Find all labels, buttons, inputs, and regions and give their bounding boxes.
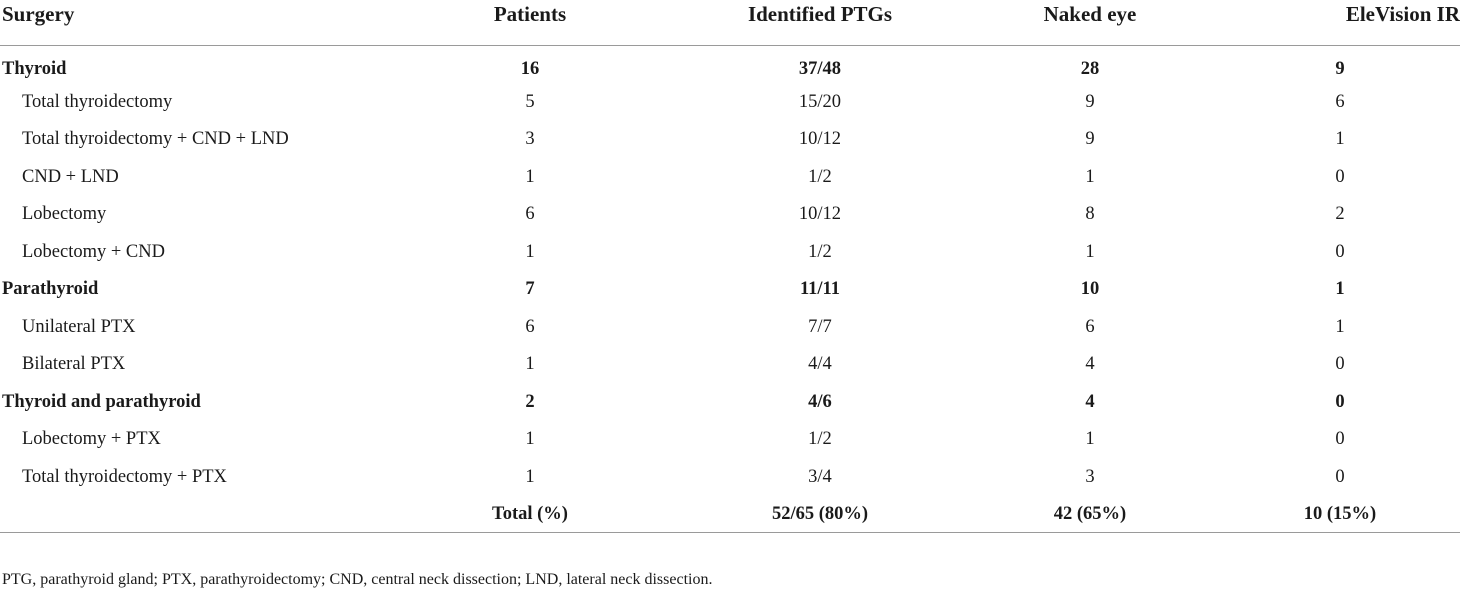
header-identified-ptgs: Identified PTGs <box>680 0 960 46</box>
cell-patients: 3 <box>525 129 535 150</box>
header-elevision-ir: EleVision IR <box>1220 0 1460 46</box>
cell-naked-eye: 42 (65%) <box>960 496 1220 533</box>
table-row-total: Total (%) 52/65 (80%) 42 (65%) 10 (15%) <box>0 496 1460 533</box>
cell-patients: 1 <box>525 354 535 375</box>
table-row: Lobectomy 6 10/12 8 2 <box>0 196 1460 234</box>
cell-patients: 5 <box>525 91 535 112</box>
cell-identified: 1/2 <box>808 241 832 262</box>
cell-patients: 2 <box>525 391 535 412</box>
cell-elevision: 1 <box>1335 279 1345 300</box>
cell-identified: 1/2 <box>808 166 832 187</box>
cell-naked-eye: 3 <box>1085 466 1095 487</box>
cell-identified: 1/2 <box>808 429 832 450</box>
cell-naked-eye: 1 <box>1085 429 1095 450</box>
table-footnote: PTG, parathyroid gland; PTX, parathyroid… <box>2 571 713 588</box>
row-label: Lobectomy + PTX <box>22 429 161 450</box>
cell-naked-eye: 10 <box>1080 279 1100 300</box>
table-row: Lobectomy + CND 1 1/2 1 0 <box>0 234 1460 272</box>
table-row: Total thyroidectomy + PTX 1 3/4 3 0 <box>0 459 1460 497</box>
table-row: CND + LND 1 1/2 1 0 <box>0 159 1460 197</box>
cell-patients: 7 <box>525 279 535 300</box>
row-label: CND + LND <box>22 166 119 187</box>
cell-naked-eye: 9 <box>1085 91 1095 112</box>
cell-elevision: 0 <box>1335 466 1345 487</box>
table-row: Lobectomy + PTX 1 1/2 1 0 <box>0 421 1460 459</box>
table-row-thyroid-and-parathyroid: Thyroid and parathyroid 2 4/6 4 0 <box>0 384 1460 422</box>
row-label: Total thyroidectomy <box>22 91 173 112</box>
row-label: Lobectomy + CND <box>22 241 165 262</box>
cell-identified: 4/4 <box>808 354 832 375</box>
cell-naked-eye: 28 <box>1080 59 1100 80</box>
cell-elevision: 6 <box>1335 91 1345 112</box>
cell-total-label: Total (%) <box>380 496 680 533</box>
cell-patients: 6 <box>525 204 535 225</box>
header-naked-eye: Naked eye <box>960 0 1220 46</box>
cell-naked-eye: 9 <box>1085 129 1095 150</box>
cell-patients: 1 <box>525 429 535 450</box>
cell-elevision: 0 <box>1335 354 1345 375</box>
cell-naked-eye: 6 <box>1085 316 1095 337</box>
cell-naked-eye: 8 <box>1085 204 1095 225</box>
surgery-table-container: Surgery Patients Identified PTGs Naked e… <box>0 0 1460 533</box>
cell-elevision: 2 <box>1335 204 1345 225</box>
cell-elevision: 1 <box>1335 316 1345 337</box>
cell-elevision: 9 <box>1335 59 1345 80</box>
row-label: Parathyroid <box>2 279 99 300</box>
cell-elevision: 1 <box>1335 129 1345 150</box>
cell-elevision: 0 <box>1335 241 1345 262</box>
cell-identified: 15/20 <box>798 91 842 112</box>
cell-identified: 10/12 <box>798 129 842 150</box>
table-row-thyroid: Thyroid 16 37/48 28 9 <box>0 46 1460 84</box>
cell-naked-eye: 4 <box>1085 354 1095 375</box>
table-row: Total thyroidectomy + CND + LND 3 10/12 … <box>0 121 1460 159</box>
row-label: Bilateral PTX <box>22 354 126 375</box>
cell-elevision: 0 <box>1335 391 1345 412</box>
cell-identified: 37/48 <box>798 59 842 80</box>
cell-elevision: 0 <box>1335 429 1345 450</box>
row-label: Total thyroidectomy + CND + LND <box>22 129 289 150</box>
header-surgery: Surgery <box>0 0 380 46</box>
surgery-table: Surgery Patients Identified PTGs Naked e… <box>0 0 1460 533</box>
row-label <box>0 496 380 533</box>
cell-identified: 7/7 <box>808 316 832 337</box>
cell-elevision: 0 <box>1335 166 1345 187</box>
row-label: Thyroid and parathyroid <box>2 391 201 412</box>
cell-identified: 11/11 <box>799 279 841 300</box>
cell-identified: 4/6 <box>808 391 832 412</box>
cell-patients: 16 <box>520 59 540 80</box>
cell-identified: 52/65 (80%) <box>680 496 960 533</box>
cell-elevision: 10 (15%) <box>1220 496 1460 533</box>
header-row: Surgery Patients Identified PTGs Naked e… <box>0 0 1460 46</box>
table-row-parathyroid: Parathyroid 7 11/11 10 1 <box>0 271 1460 309</box>
cell-patients: 1 <box>525 166 535 187</box>
row-label: Unilateral PTX <box>22 316 136 337</box>
row-label: Total thyroidectomy + PTX <box>22 466 227 487</box>
cell-identified: 10/12 <box>798 204 842 225</box>
row-label: Thyroid <box>2 59 67 80</box>
cell-naked-eye: 1 <box>1085 166 1095 187</box>
cell-patients: 6 <box>525 316 535 337</box>
header-patients: Patients <box>380 0 680 46</box>
cell-naked-eye: 1 <box>1085 241 1095 262</box>
row-label: Lobectomy <box>22 204 107 225</box>
cell-identified: 3/4 <box>808 466 832 487</box>
cell-patients: 1 <box>525 241 535 262</box>
cell-naked-eye: 4 <box>1085 391 1095 412</box>
table-row: Unilateral PTX 6 7/7 6 1 <box>0 309 1460 347</box>
table-row: Bilateral PTX 1 4/4 4 0 <box>0 346 1460 384</box>
cell-patients: 1 <box>525 466 535 487</box>
table-row: Total thyroidectomy 5 15/20 9 6 <box>0 84 1460 122</box>
